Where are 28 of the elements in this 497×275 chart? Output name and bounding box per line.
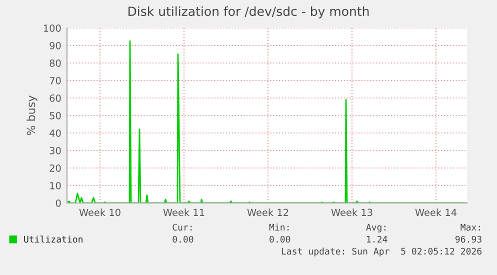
legend-label: Utilization (24, 236, 82, 243)
y-tick-label: 0 (56, 199, 61, 207)
text: 1.24 (367, 236, 388, 243)
y-tick-label: 40 (50, 129, 61, 137)
y-tick-label: 70 (50, 76, 61, 84)
text: 0.00 (270, 236, 290, 243)
x-tick-label: Week 11 (163, 208, 204, 216)
y-tick-label: 80 (50, 59, 61, 67)
x-tick-label: Week 10 (79, 208, 120, 216)
y-tick-label: 60 (50, 94, 61, 102)
y-tick-label: 10 (50, 182, 61, 190)
y-tick-label: 20 (50, 164, 61, 172)
x-tick-label: Week 13 (331, 208, 372, 216)
text: Max: (460, 224, 480, 231)
y-tick-label: 30 (50, 146, 61, 154)
text: Last update: Sun Apr 5 02:05:12 2026 (282, 248, 482, 256)
text: 0.00 (172, 236, 194, 243)
chart-title: Disk utilization for /dev/sdc - by month (128, 6, 369, 18)
y-tick-label: 100 (44, 24, 61, 32)
y-tick-label: 90 (50, 42, 61, 50)
text: 96.93 (455, 236, 482, 243)
text: Cur: (172, 224, 192, 231)
y-tick-label: 50 (50, 112, 61, 120)
y-axis-title: % busy (26, 96, 38, 136)
text: Avg: (366, 224, 386, 232)
text: Min: (269, 224, 289, 231)
x-tick-label: Week 12 (247, 208, 288, 216)
x-tick-label: Week 14 (415, 208, 457, 216)
